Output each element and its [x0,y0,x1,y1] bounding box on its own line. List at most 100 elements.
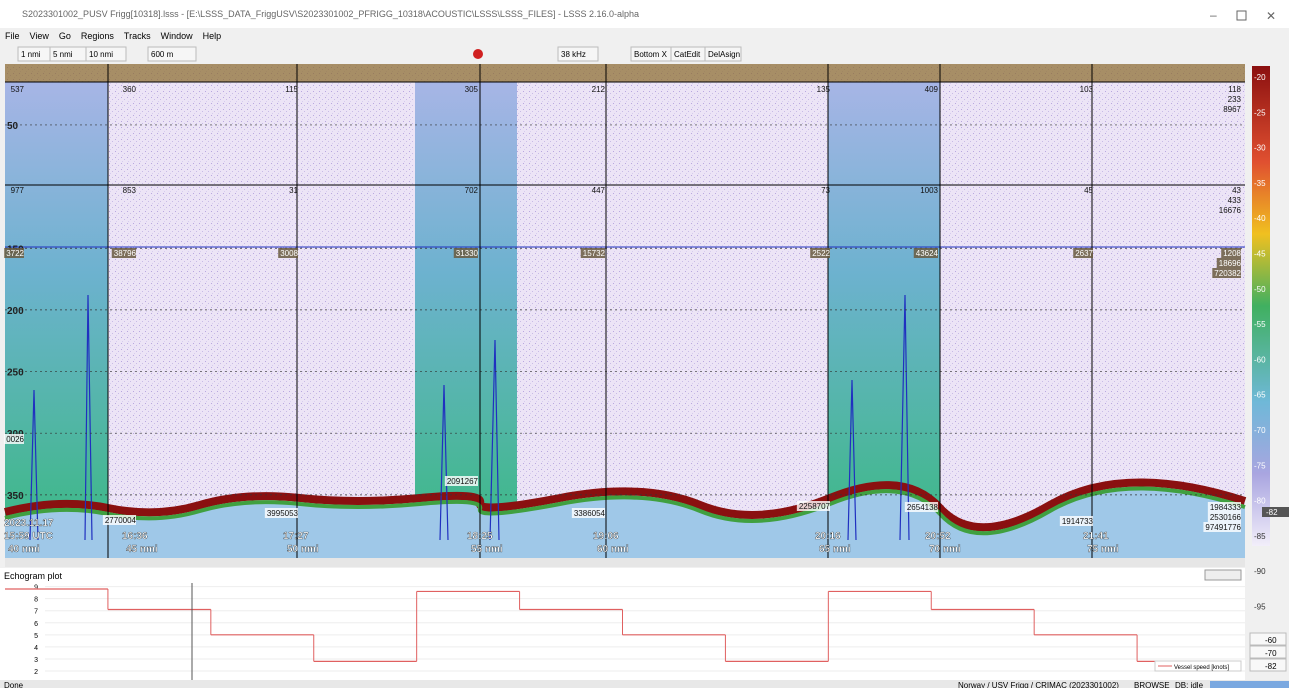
cell-value: 135 [817,85,831,94]
cell-value: 537 [11,85,25,94]
depth-select-frame[interactable] [147,46,197,62]
depth-label: 200 [7,306,24,317]
distance-label: 40 nmi [8,544,40,555]
plot-y-label: 3 [34,657,38,664]
menu-item[interactable]: Regions [81,31,115,41]
menu-bar: File View Go Regions Tracks Window Help [5,31,221,41]
cell-value-bg [278,248,298,258]
cell-value-bg [4,248,24,258]
time-label: 21:41 [1083,531,1109,542]
db-text: DB: idle [1175,681,1204,688]
cell-value: 2654138 [907,503,939,512]
cell-value: 118 [1228,85,1241,94]
range-button[interactable]: 10 nmi [89,50,113,59]
cell-value-bg [1073,248,1093,258]
cell-value: 233 [1228,95,1242,104]
depth-label: 250 [7,368,24,379]
tool-button[interactable]: Bottom X [634,50,668,59]
record-button[interactable] [473,49,483,59]
menu-item[interactable]: Help [203,31,222,41]
menu-item[interactable]: Go [59,31,71,41]
color-scale-labels: -20-25-30-35-40-45-50-55-60-65-70-75-80-… [1249,73,1289,672]
dense-region [5,82,108,558]
cell-value: 3722 [6,249,24,258]
tool-button[interactable]: DelAsign [708,50,740,59]
depth-select[interactable]: 600 m [151,50,174,59]
distance-label: 65 nmi [819,544,851,555]
cell-value-bg [1059,516,1093,526]
menu-item[interactable]: File [5,31,20,41]
cell-value: 18696 [1219,259,1242,268]
close[interactable]: ✕ [1266,9,1276,23]
scale-marker: -82 [1266,508,1278,517]
cell-value: 977 [11,186,25,195]
scale-box [1249,645,1287,659]
time-label: 18:25 [467,531,493,542]
cell-value: 8967 [1223,105,1241,114]
time-label: 17:27 [283,531,309,542]
menu-item[interactable]: View [30,31,50,41]
frequency-select[interactable]: 38 kHz [561,50,586,59]
dense-region [828,82,940,558]
plot-y-label: 7 [34,609,38,616]
cell-value-bg [1207,512,1241,522]
range-button[interactable]: 1 nmi [21,50,41,59]
cell-value: 0026 [6,435,24,444]
range-button[interactable]: 5 nmi [53,50,73,59]
distance-label: 75 nmi [1087,544,1119,555]
frequency-select-frame[interactable] [557,46,599,62]
scale-label: -60 [1254,355,1266,364]
cell-value-bg [1207,502,1241,512]
cell-value: 43 [1232,186,1241,195]
minimize[interactable]: – [1210,8,1217,22]
cell-value: 31 [289,186,298,195]
scale-label: -40 [1254,214,1266,223]
scale-label: -30 [1254,144,1266,153]
cell-value: 2091267 [447,477,479,486]
range-button-frame[interactable] [85,46,127,62]
distance-label: 60 nmi [597,544,629,555]
distance-label: 45 nmi [126,544,158,555]
toolbar: 1 nmi 5 nmi 10 nmi 600 m 38 kHz Bottom X CatEd… [0,44,1289,64]
cell-value-bg [1203,522,1241,532]
legend-label: Vessel speed [knots] [1174,665,1229,671]
depth-label: 350 [7,491,24,502]
mode-text: BROWSE [1134,681,1170,688]
status-bar [0,680,1289,688]
cell-value-bg [1221,248,1241,258]
cell-value: 2637 [1075,249,1093,258]
cell-value: 702 [465,186,479,195]
scale-label: -80 [1254,497,1266,506]
cell-value: 38796 [114,249,137,258]
scale-label: -85 [1254,532,1266,541]
cell-value: 212 [592,85,606,94]
maximize[interactable] [1236,10,1247,21]
cell-value: 3008 [280,249,298,258]
cell-value: 16676 [1219,206,1242,215]
panel-buttons[interactable] [1204,569,1242,581]
cell-value: 1984333 [1210,503,1242,512]
seabed [4,478,1247,532]
status: Done Norway / USV Frigg / CRIMAC (2023301… [4,681,1289,688]
scale-box [1249,632,1287,646]
cell-value: 2770004 [105,516,137,525]
h-scrollbar[interactable] [5,558,1245,567]
menu-item[interactable]: Window [161,31,194,41]
tool-button[interactable]: CatEdit [674,50,701,59]
scale-bottom-label: -82 [1265,662,1277,671]
cell-value: 115 [285,85,298,94]
cell-value-bg [4,434,24,444]
tool-button-frame[interactable] [704,46,742,62]
cell-value: 409 [925,85,939,94]
speed-plot: 2 3 4 5 6 7 8 9 Vessel speed [knots] [5,569,1245,680]
cell-value-bg [904,502,938,512]
depth-label: 50 [7,121,19,132]
plot-y-label: 8 [34,597,38,604]
scale-label: -50 [1254,285,1266,294]
cell-value-bg [111,248,136,258]
status-text: Done [4,681,24,688]
dense-region [415,82,517,558]
menu-item[interactable]: Tracks [124,31,151,41]
time-label: 15:59 UTC [4,531,53,542]
